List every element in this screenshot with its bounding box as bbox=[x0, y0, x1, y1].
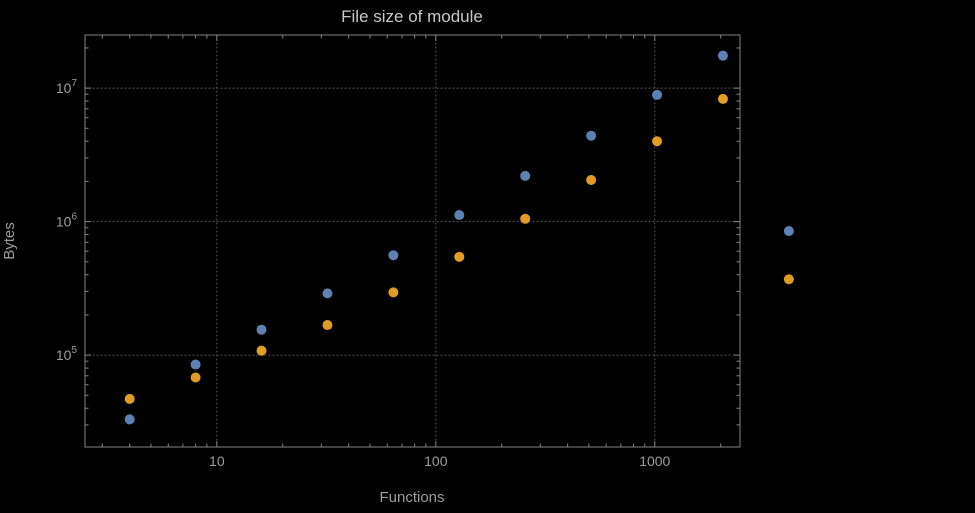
plot-frame bbox=[84, 34, 741, 448]
x-tick-label: 100 bbox=[424, 453, 448, 469]
y-tick-label: 107 bbox=[56, 78, 78, 96]
data-point-series-1 bbox=[586, 130, 597, 141]
chart-title: File size of module bbox=[341, 7, 483, 26]
data-point-series-1 bbox=[652, 89, 663, 100]
data-point-series-2 bbox=[322, 320, 333, 331]
data-point-series-2 bbox=[586, 175, 597, 186]
y-tick-label: 106 bbox=[56, 212, 78, 230]
data-point-series-2 bbox=[783, 274, 794, 285]
data-point-series-2 bbox=[256, 345, 267, 356]
data-point-series-1 bbox=[388, 250, 399, 261]
data-point-series-2 bbox=[388, 287, 399, 298]
data-point-series-2 bbox=[652, 136, 663, 147]
x-axis-label: Functions bbox=[379, 489, 444, 506]
data-point-series-1 bbox=[322, 288, 333, 299]
data-point-series-1 bbox=[520, 170, 531, 181]
data-point-series-1 bbox=[783, 226, 794, 237]
x-tick-label: 1000 bbox=[639, 453, 670, 469]
y-tick-label: 105 bbox=[56, 345, 78, 363]
data-point-series-1 bbox=[190, 359, 201, 370]
data-point-series-2 bbox=[717, 93, 728, 104]
y-axis-label: Bytes bbox=[1, 222, 18, 260]
x-tick-label: 10 bbox=[209, 453, 225, 469]
data-point-series-2 bbox=[190, 372, 201, 383]
data-point-series-1 bbox=[717, 50, 728, 61]
data-point-series-1 bbox=[124, 414, 135, 425]
data-point-series-2 bbox=[124, 393, 135, 404]
data-point-series-1 bbox=[454, 210, 465, 221]
data-point-series-2 bbox=[454, 251, 465, 262]
data-point-series-2 bbox=[520, 213, 531, 224]
data-point-series-1 bbox=[256, 324, 267, 335]
